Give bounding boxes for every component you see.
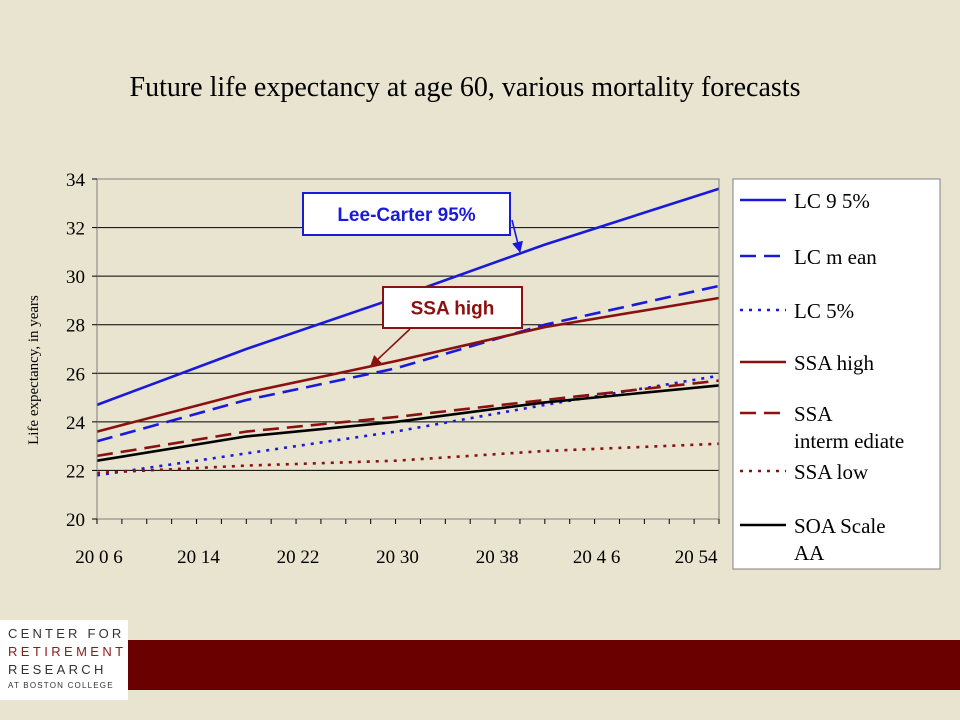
- callout-label: SSA high: [411, 299, 495, 320]
- y-tick-label: 32: [66, 219, 85, 240]
- y-tick-label: 34: [66, 170, 86, 191]
- x-tick-label: 20 38: [476, 547, 519, 568]
- legend-label: LC 9 5%: [794, 189, 870, 213]
- series-line: [96, 384, 720, 462]
- y-tick-label: 24: [66, 413, 86, 434]
- y-tick-label: 22: [66, 461, 85, 482]
- legend-label: interm ediate: [794, 429, 904, 453]
- y-tick-label: 26: [66, 364, 85, 385]
- legend-label: SOA Scale: [794, 514, 886, 538]
- logo-line-3: RESEARCH: [8, 662, 107, 677]
- x-tick-label: 20 0 6: [75, 547, 123, 568]
- x-tick-label: 20 4 6: [573, 547, 621, 568]
- callout-box: [302, 192, 511, 236]
- callout-arrow: [511, 219, 523, 253]
- legend-box: [732, 178, 941, 570]
- x-tick-label: 20 22: [277, 547, 320, 568]
- legend-label: AA: [794, 541, 825, 565]
- center-for-retirement-research-logo: CENTER FOR RETIREMENT RESEARCH AT BOSTON…: [0, 620, 128, 700]
- footer-bar: [0, 640, 960, 690]
- slide-title: Future life expectancy at age 60, variou…: [129, 72, 801, 103]
- series-line: [96, 442, 720, 475]
- plot-area-frame: [96, 178, 720, 520]
- series-line: [96, 374, 720, 477]
- series-line: [96, 296, 720, 433]
- series-line: [96, 284, 720, 443]
- legend-label: LC m ean: [794, 245, 877, 269]
- y-tick-label: 30: [66, 267, 85, 288]
- life-expectancy-chart: 20 22 24 26 28 30 32 34 20 0 6 20 14 20 22 20 30 20 …: [26, 170, 941, 570]
- x-tick-label: 20 54: [675, 547, 718, 568]
- logo-line-4: AT BOSTON COLLEGE: [8, 681, 114, 690]
- y-tick-label: 28: [66, 316, 85, 337]
- legend-label: LC 5%: [794, 299, 854, 323]
- series-line: [96, 379, 720, 458]
- x-tick-label: 20 14: [177, 547, 220, 568]
- y-tick-label: 20: [66, 510, 85, 531]
- legend-label: SSA: [794, 402, 833, 426]
- callout-arrow: [369, 328, 411, 367]
- x-tick-label: 20 30: [376, 547, 419, 568]
- legend-label: SSA low: [794, 460, 869, 484]
- callout-label: Lee-Carter 95%: [337, 205, 475, 226]
- legend-label: SSA high: [794, 351, 874, 375]
- logo-line-2: RETIREMENT: [8, 644, 127, 659]
- y-axis-label: Life expectancy, in years: [26, 295, 42, 445]
- logo-line-1: CENTER FOR: [8, 626, 125, 641]
- callout-box: [382, 286, 523, 329]
